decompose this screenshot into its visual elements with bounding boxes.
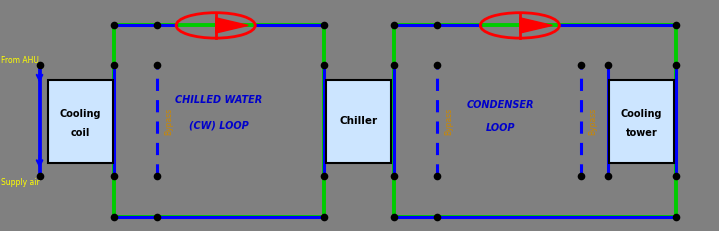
Text: CONDENSER: CONDENSER — [467, 100, 534, 110]
Text: coil: coil — [70, 128, 90, 138]
Text: Supply air: Supply air — [1, 178, 40, 187]
Text: From AHU: From AHU — [1, 56, 40, 64]
Text: LOOP: LOOP — [486, 123, 516, 133]
Polygon shape — [216, 18, 248, 33]
Text: tower: tower — [626, 128, 658, 138]
Text: Cooling: Cooling — [621, 109, 662, 119]
Bar — [326, 80, 391, 163]
Text: Bypass: Bypass — [444, 108, 454, 135]
Text: Bypass: Bypass — [588, 108, 597, 135]
Text: Bypass: Bypass — [164, 108, 173, 135]
Bar — [609, 80, 674, 163]
Polygon shape — [520, 18, 552, 33]
Text: CHILLED WATER: CHILLED WATER — [175, 95, 262, 106]
Bar — [47, 80, 112, 163]
Text: (CW) LOOP: (CW) LOOP — [188, 121, 249, 131]
Text: Chiller: Chiller — [339, 116, 378, 126]
Text: Cooling: Cooling — [60, 109, 101, 119]
